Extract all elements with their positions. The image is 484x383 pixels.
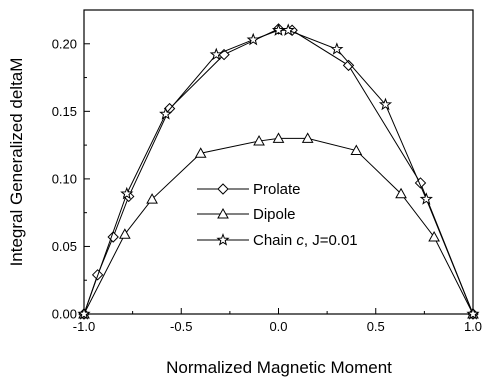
prolate-point	[217, 183, 229, 195]
x-axis-title: Normalized Magnetic Moment	[166, 358, 392, 377]
y-tick-label: 0.00	[52, 307, 77, 322]
legend: Prolate Dipole Chain c, J=0.01	[197, 181, 358, 249]
chain-point	[330, 42, 344, 55]
chain-point	[419, 192, 433, 205]
legend-label: Prolate	[253, 181, 301, 198]
dipole-point	[146, 193, 158, 204]
chain-point	[77, 307, 91, 320]
y-tick-label: 0.20	[52, 36, 77, 51]
dipole-point	[194, 147, 207, 158]
series-layer	[77, 23, 480, 320]
x-tick-label: 0.5	[367, 319, 385, 334]
prolate-point	[342, 59, 355, 72]
chain-point	[216, 233, 230, 246]
chain-point	[246, 32, 260, 46]
x-tick-label: 1.0	[464, 319, 482, 334]
dipole-point	[301, 132, 314, 143]
dipole-line	[83, 137, 474, 315]
x-tick-label: 0.0	[269, 319, 287, 334]
chain-point	[281, 23, 295, 36]
legend-label: Dipole	[253, 206, 296, 223]
x-tick-label: -0.5	[170, 319, 192, 334]
dipole-point	[118, 228, 131, 239]
chain-line	[83, 29, 474, 315]
y-axis-title: Integral Generalized deltaM	[7, 58, 26, 267]
chain-point	[378, 97, 393, 111]
dipole-point	[428, 230, 440, 242]
chain-point	[466, 307, 480, 320]
y-tick-label: 0.10	[52, 171, 77, 186]
dipole-point	[350, 144, 363, 156]
chain-point	[209, 47, 223, 61]
dipole-point	[253, 135, 265, 146]
dipole-point	[217, 207, 229, 219]
tick-labels: -1.0 -0.5 0.0 0.5 1.0 0.00 0.05 0.10 0.15 0.20	[52, 36, 482, 334]
y-tick-label: 0.05	[52, 239, 77, 254]
chain-point	[159, 107, 173, 120]
series-2	[78, 132, 479, 319]
dipole-point	[272, 132, 285, 143]
series-1	[78, 23, 479, 320]
y-tick-label: 0.15	[52, 104, 77, 119]
series-3	[77, 23, 480, 320]
chain-point	[120, 186, 134, 200]
legend-label: Chain c, J=0.01	[253, 232, 358, 249]
x-tick-label: -1.0	[73, 319, 95, 334]
dipole-point	[395, 187, 407, 199]
